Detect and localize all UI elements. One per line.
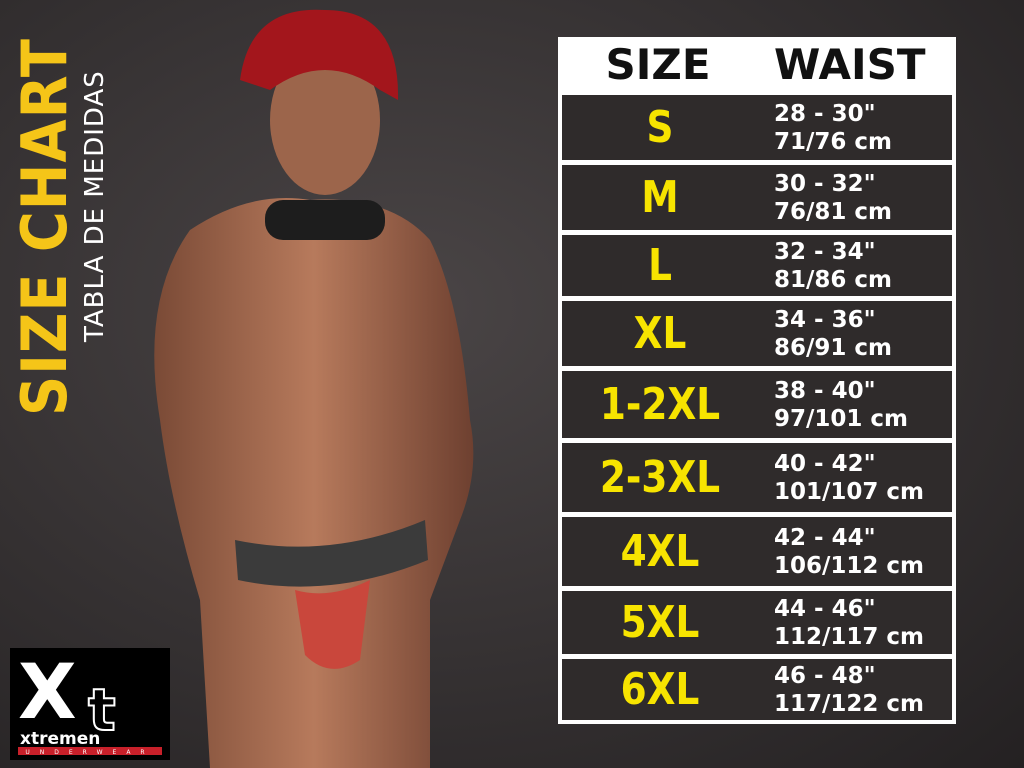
waist-inches: 42 - 44" — [774, 524, 876, 551]
table-row: 2-3XL 40 - 42" 101/107 cm — [562, 443, 952, 512]
model-photo — [154, 9, 474, 768]
svg-text:X: X — [18, 648, 77, 736]
waist-measure: 44 - 46" 112/117 cm — [758, 595, 924, 651]
size-label: 4XL — [620, 526, 700, 577]
size-chart-title: SIZE CHART — [8, 38, 81, 416]
table-row: XL 34 - 36" 86/91 cm — [562, 301, 952, 366]
waist-inches: 30 - 32" — [774, 170, 876, 197]
waist-measure: 32 - 34" 81/86 cm — [758, 238, 892, 294]
waist-cm: 81/86 cm — [774, 266, 893, 293]
waist-measure: 34 - 36" 86/91 cm — [758, 306, 892, 362]
waist-cm: 86/91 cm — [774, 334, 893, 361]
size-table: SIZE WAIST S 28 - 30" 71/76 cm M 30 - 32"… — [558, 37, 956, 724]
waist-measure: 38 - 40" 97/101 cm — [758, 377, 908, 433]
table-header: SIZE WAIST — [558, 37, 956, 92]
size-label: 6XL — [620, 664, 700, 715]
table-row: 6XL 46 - 48" 117/122 cm — [562, 659, 952, 720]
header-size: SIZE — [605, 40, 711, 89]
svg-text:t: t — [88, 676, 116, 744]
waist-measure: 40 - 42" 101/107 cm — [758, 450, 924, 506]
svg-text:xtremen: xtremen — [20, 729, 100, 749]
waist-cm: 71/76 cm — [774, 128, 893, 155]
waist-inches: 28 - 30" — [774, 100, 876, 127]
table-row: L 32 - 34" 81/86 cm — [562, 235, 952, 296]
waist-inches: 46 - 48" — [774, 662, 876, 689]
waist-cm: 76/81 cm — [774, 198, 893, 225]
table-row: 5XL 44 - 46" 112/117 cm — [562, 591, 952, 654]
waist-cm: 101/107 cm — [774, 478, 925, 505]
size-label: S — [646, 102, 674, 153]
waist-measure: 28 - 30" 71/76 cm — [758, 100, 892, 156]
size-label: 2-3XL — [599, 452, 721, 503]
waist-measure: 30 - 32" 76/81 cm — [758, 170, 892, 226]
waist-inches: 32 - 34" — [774, 238, 876, 265]
waist-cm: 106/112 cm — [774, 552, 925, 579]
waist-inches: 38 - 40" — [774, 377, 876, 404]
xtremen-logo: X t xtremen UNDERWEAR — [10, 647, 170, 760]
waist-measure: 46 - 48" 117/122 cm — [758, 662, 924, 718]
size-label: 5XL — [620, 597, 700, 648]
waist-inches: 44 - 46" — [774, 595, 876, 622]
waist-measure: 42 - 44" 106/112 cm — [758, 524, 924, 580]
table-row: M 30 - 32" 76/81 cm — [562, 165, 952, 230]
table-row: S 28 - 30" 71/76 cm — [562, 95, 952, 160]
table-row: 4XL 42 - 44" 106/112 cm — [562, 517, 952, 586]
waist-inches: 34 - 36" — [774, 306, 876, 333]
waist-cm: 117/122 cm — [774, 690, 925, 717]
size-label: 1-2XL — [599, 379, 721, 430]
size-label: M — [641, 172, 679, 223]
size-chart-subtitle: TABLA DE MEDIDAS — [80, 70, 110, 342]
svg-text:UNDERWEAR: UNDERWEAR — [25, 749, 154, 756]
waist-inches: 40 - 42" — [774, 450, 876, 477]
table-row: 1-2XL 38 - 40" 97/101 cm — [562, 371, 952, 438]
header-waist: WAIST — [774, 40, 926, 89]
size-label: XL — [633, 308, 687, 359]
waist-cm: 97/101 cm — [774, 405, 909, 432]
size-label: L — [648, 240, 672, 291]
waist-cm: 112/117 cm — [774, 623, 925, 650]
